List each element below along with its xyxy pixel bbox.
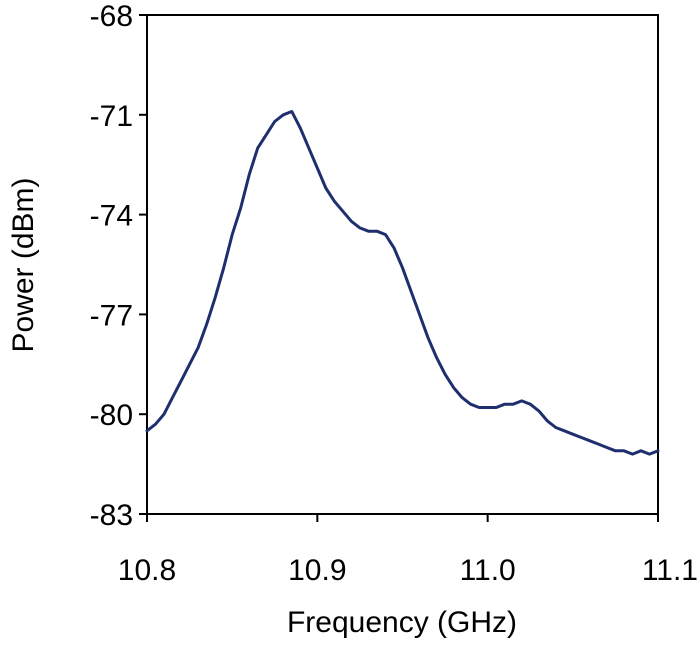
y-axis-title: Power (dBm) xyxy=(7,177,40,352)
y-tick-label: -74 xyxy=(90,200,133,233)
y-axis-ticks: -68 -71 -74 -77 -80 -83 xyxy=(90,0,147,532)
y-tick-label: -71 xyxy=(90,100,133,133)
y-tick-label: -77 xyxy=(90,299,133,332)
y-tick-label: -68 xyxy=(90,0,133,33)
x-tick-label: 10.8 xyxy=(118,554,176,587)
y-tick-label: -83 xyxy=(90,499,133,532)
x-tick-label: 11.0 xyxy=(460,554,516,587)
x-axis-title: Frequency (GHz) xyxy=(287,606,517,639)
plot-frame xyxy=(146,14,659,515)
x-tick-label: 11.1 xyxy=(642,554,698,587)
x-axis-ticks: 10.8 10.9 11.0 11.1 xyxy=(118,514,698,587)
x-tick-label: 10.9 xyxy=(288,554,346,587)
y-tick-label: -80 xyxy=(90,399,133,432)
power-spectrum-line xyxy=(145,110,660,456)
